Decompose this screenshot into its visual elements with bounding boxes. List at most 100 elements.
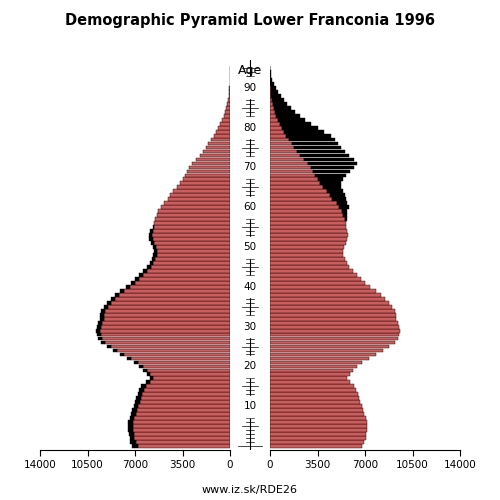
Bar: [180, 182, 230, 186]
Bar: [100, 328, 230, 332]
Bar: [158, 210, 230, 213]
Bar: [152, 233, 230, 237]
Bar: [270, 317, 396, 320]
Bar: [150, 261, 154, 265]
Bar: [270, 396, 359, 400]
Bar: [129, 432, 134, 436]
Bar: [270, 178, 318, 182]
Bar: [270, 138, 289, 141]
Bar: [98, 336, 102, 340]
Bar: [315, 174, 346, 178]
Bar: [330, 194, 344, 197]
Bar: [208, 142, 230, 146]
Bar: [152, 245, 156, 249]
Bar: [124, 289, 230, 292]
Bar: [110, 297, 114, 300]
Bar: [134, 432, 230, 436]
Bar: [229, 90, 230, 94]
Bar: [154, 249, 158, 253]
Text: www.iz.sk/RDE26: www.iz.sk/RDE26: [202, 485, 298, 495]
Bar: [135, 277, 139, 281]
Bar: [154, 253, 156, 257]
Bar: [222, 118, 230, 122]
Bar: [270, 90, 271, 94]
Bar: [344, 214, 346, 217]
Bar: [118, 348, 230, 352]
Bar: [134, 416, 230, 420]
Bar: [161, 206, 230, 209]
Bar: [270, 273, 357, 277]
Bar: [152, 226, 154, 229]
Bar: [218, 126, 230, 130]
Bar: [270, 214, 344, 217]
Bar: [270, 297, 386, 300]
Bar: [104, 317, 230, 320]
Bar: [152, 376, 230, 380]
Bar: [143, 364, 230, 368]
Bar: [270, 229, 347, 233]
Bar: [144, 388, 230, 392]
Bar: [104, 313, 230, 316]
Bar: [100, 313, 104, 316]
Bar: [140, 400, 230, 404]
Bar: [147, 372, 150, 376]
Bar: [226, 106, 230, 110]
Bar: [130, 416, 134, 420]
Bar: [270, 142, 291, 146]
Bar: [336, 202, 347, 205]
Bar: [152, 237, 230, 241]
Bar: [133, 420, 230, 424]
Bar: [270, 226, 346, 229]
Bar: [270, 166, 310, 170]
Bar: [186, 170, 230, 173]
Bar: [158, 249, 230, 253]
Text: Demographic Pyramid Lower Franconia 1996: Demographic Pyramid Lower Franconia 1996: [65, 12, 435, 28]
Bar: [270, 301, 390, 304]
Bar: [282, 126, 318, 130]
Bar: [138, 404, 230, 408]
Bar: [270, 277, 361, 281]
Bar: [142, 392, 230, 396]
Bar: [270, 305, 392, 308]
Bar: [270, 126, 282, 130]
Bar: [156, 245, 230, 249]
Bar: [270, 265, 349, 269]
Bar: [110, 301, 230, 304]
Bar: [270, 285, 370, 288]
Bar: [150, 229, 152, 233]
Bar: [272, 98, 284, 102]
Bar: [270, 257, 344, 261]
Bar: [270, 150, 297, 154]
Bar: [270, 86, 276, 90]
Bar: [270, 332, 399, 336]
Bar: [270, 186, 323, 189]
Bar: [270, 376, 347, 380]
Bar: [139, 273, 143, 277]
Bar: [120, 352, 124, 356]
Bar: [270, 352, 376, 356]
Bar: [131, 356, 230, 360]
Bar: [97, 332, 101, 336]
Bar: [128, 428, 133, 432]
Bar: [270, 158, 304, 162]
Bar: [270, 309, 395, 312]
Text: 40: 40: [244, 282, 256, 292]
Bar: [270, 420, 367, 424]
Bar: [104, 305, 108, 308]
Bar: [270, 261, 346, 265]
Bar: [270, 237, 347, 241]
Text: 20: 20: [244, 362, 256, 372]
Bar: [270, 356, 369, 360]
Bar: [214, 134, 230, 138]
Bar: [323, 186, 340, 189]
Bar: [270, 170, 314, 173]
Bar: [270, 388, 356, 392]
Bar: [170, 194, 230, 197]
Text: 60: 60: [244, 202, 256, 212]
Text: 10: 10: [244, 401, 256, 411]
Bar: [270, 102, 272, 106]
Bar: [270, 233, 348, 237]
Bar: [270, 182, 320, 186]
Bar: [270, 146, 294, 150]
Bar: [138, 392, 142, 396]
